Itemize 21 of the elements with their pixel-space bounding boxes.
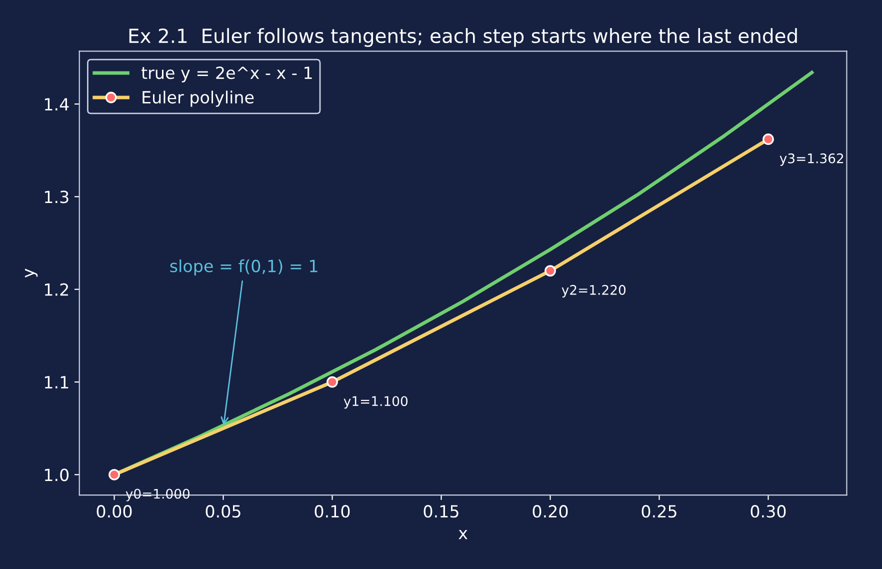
x-tick-label: 0.30 (750, 505, 786, 518)
x-tick-label: 0.20 (532, 505, 568, 518)
chart-title: Ex 2.1 Euler follows tangents; each step starts where the last ended (129, 28, 797, 47)
x-tick-label: 0.25 (642, 505, 676, 518)
x-tick-label: 0.10 (314, 505, 350, 518)
y-tick-label: 1.0 (44, 468, 69, 482)
y-axis-title: y (25, 268, 38, 278)
legend-label: Euler polyline (142, 90, 254, 107)
x-tick-label: 0.15 (424, 505, 458, 518)
data-label: y3=1.362 (780, 153, 844, 166)
annotation: slope = f(0,1) = 1 (170, 259, 318, 276)
x-tick-label: 0.05 (206, 505, 240, 518)
y-tick-label: 1.4 (44, 98, 69, 110)
data-label: y2=1.220 (562, 284, 626, 298)
x-axis-title: x (458, 530, 468, 540)
data-label: y1=1.100 (344, 396, 408, 409)
y-tick-label: 1.1 (44, 376, 68, 388)
y-tick-label: 1.3 (44, 190, 68, 204)
y-tick-label: 1.2 (44, 283, 68, 296)
x-tick-label: 0.00 (96, 505, 132, 518)
legend-label: true y = 2e^x - x - 1 (141, 66, 312, 82)
